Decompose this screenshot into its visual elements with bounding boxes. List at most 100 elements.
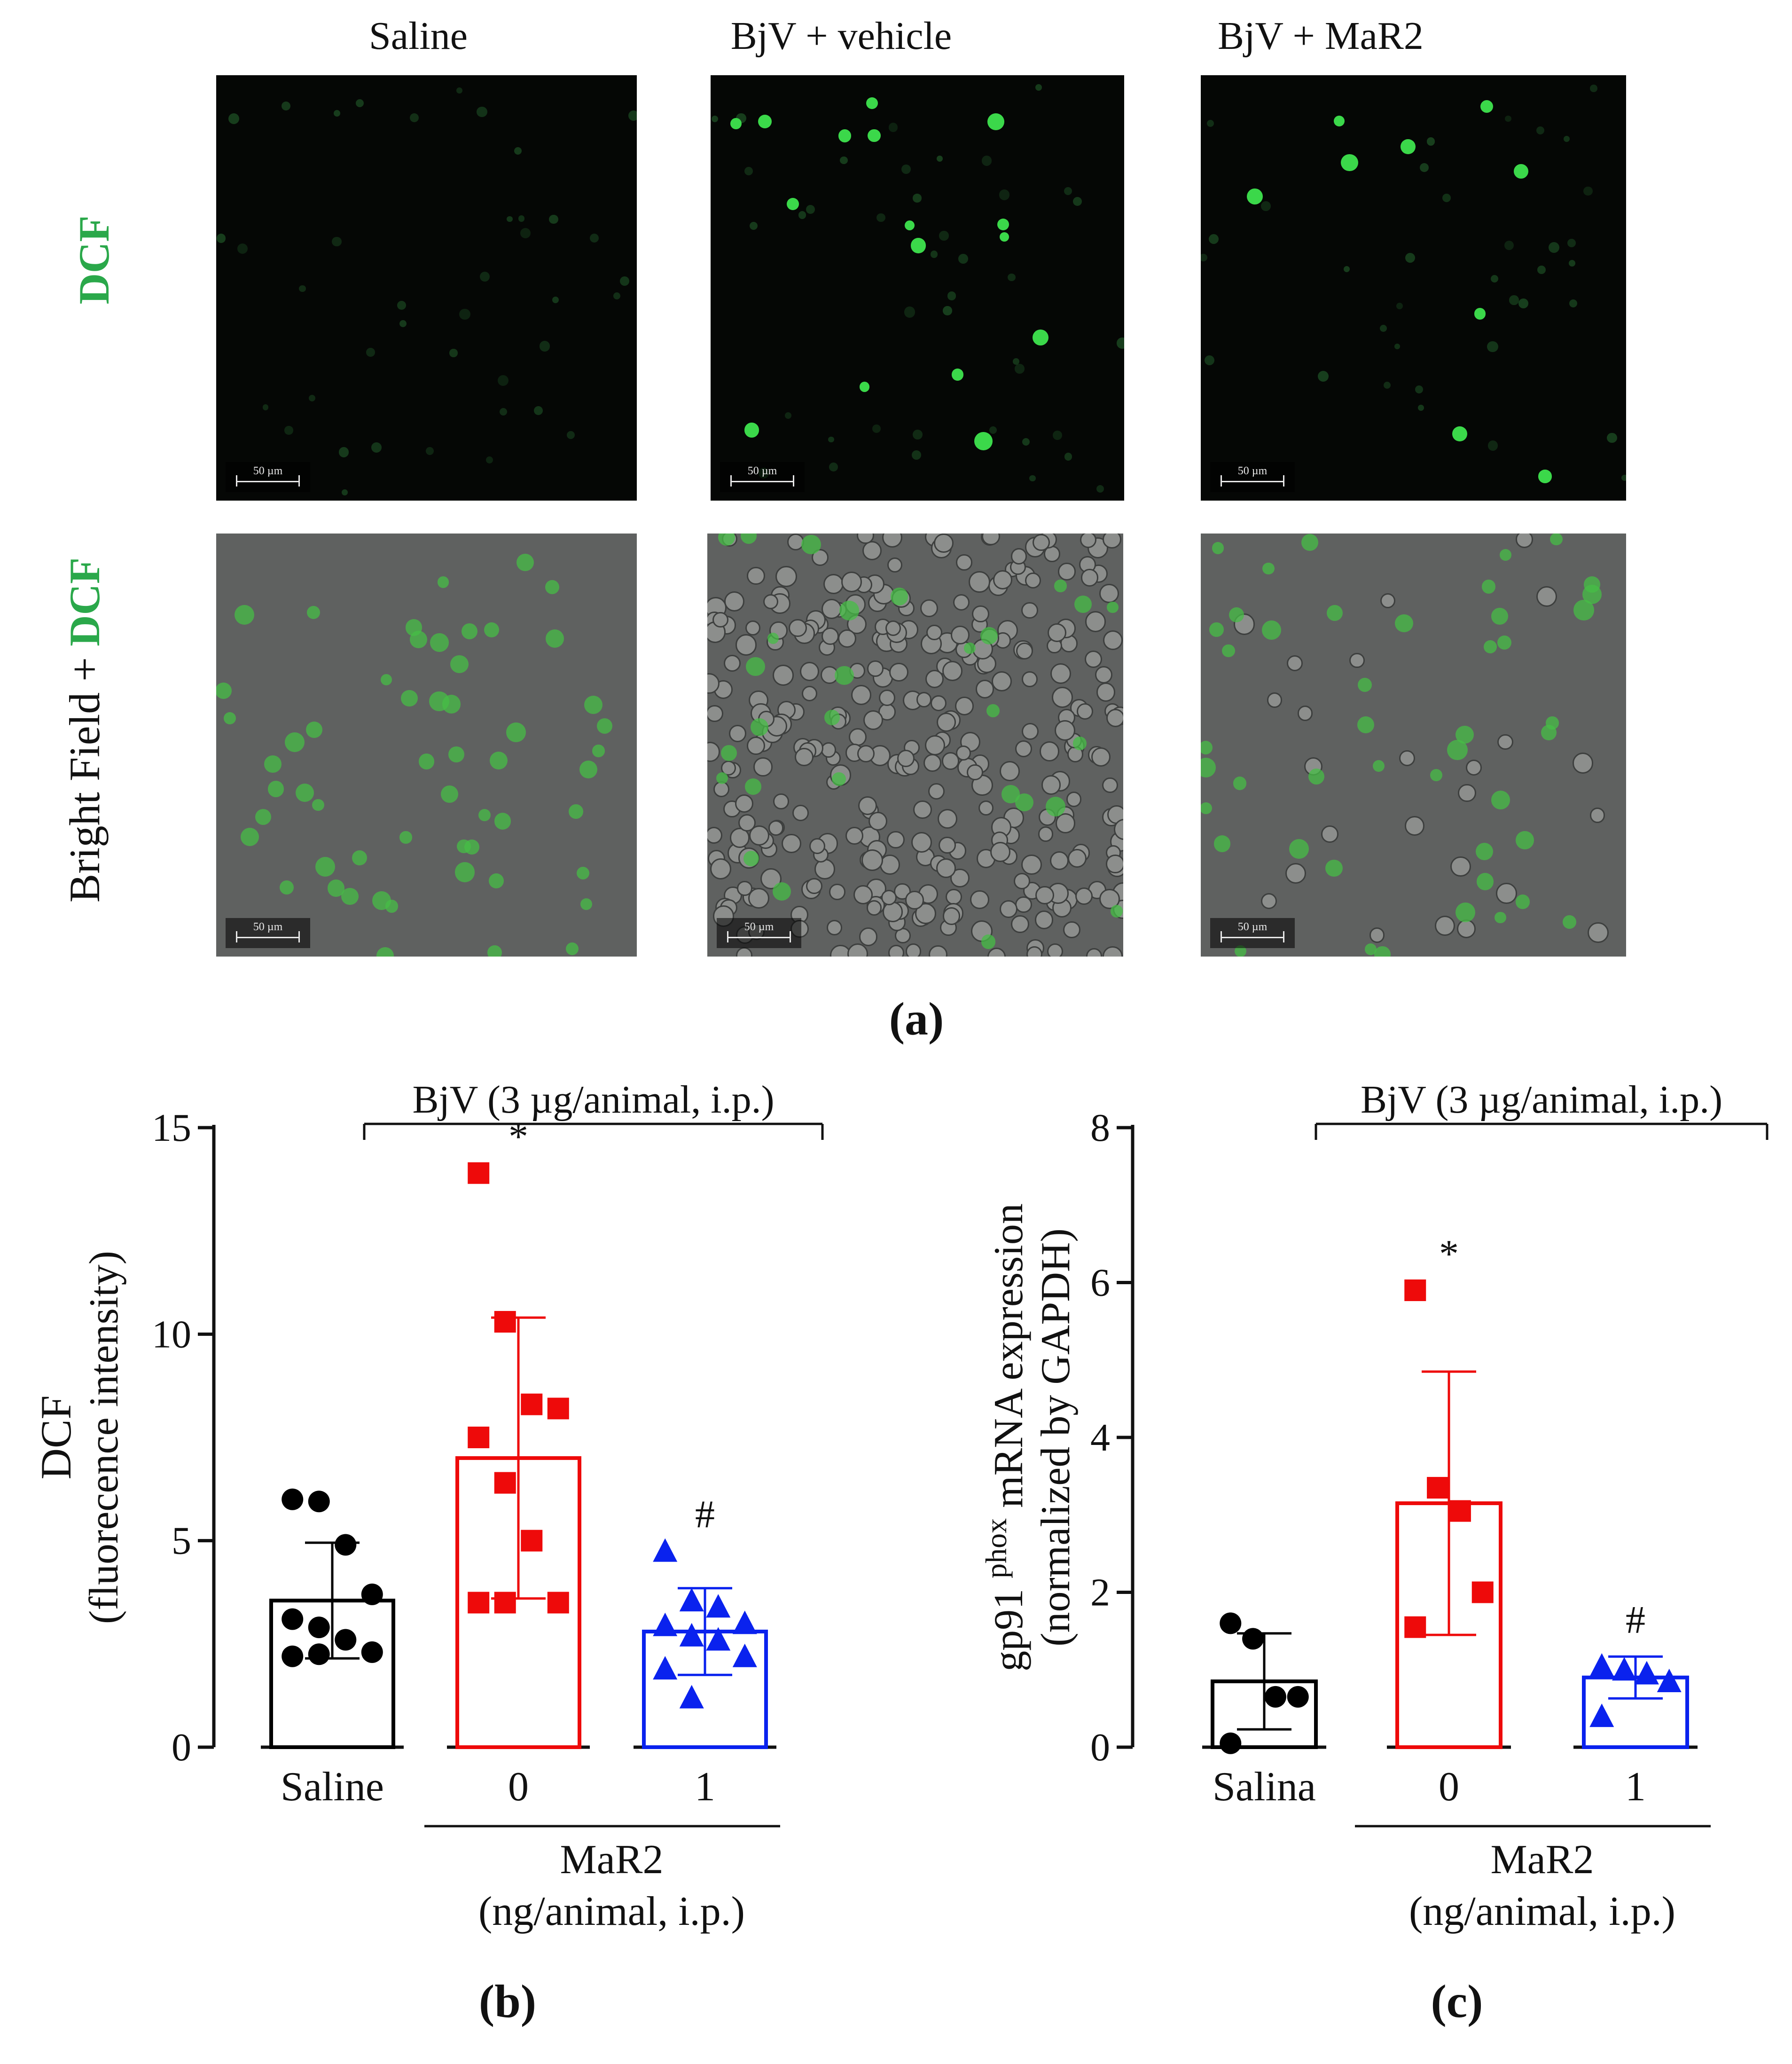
cell: [1011, 915, 1029, 934]
chart-c-xlabel-sub: (ng/animal, i.p.): [1409, 1889, 1675, 1934]
dim-cell: [549, 214, 558, 224]
dim-cell: [1064, 453, 1072, 461]
fluorescent-cell: [721, 745, 737, 761]
fluorescent-cell: [951, 369, 964, 381]
cell: [1103, 630, 1123, 650]
fluorescent-cell: [1516, 831, 1534, 849]
cell: [882, 534, 903, 548]
cell: [1000, 761, 1020, 781]
fluorescent-cell: [484, 622, 500, 637]
dim-cell: [1052, 430, 1063, 440]
cell: [866, 900, 882, 916]
cell: [736, 947, 753, 957]
chart-c-point-2: [1589, 1703, 1614, 1727]
dim-cell: [939, 231, 949, 241]
dim-cell: [1583, 186, 1593, 196]
cell: [1466, 760, 1482, 776]
dim-cell: [1426, 137, 1435, 146]
fluorescent-cell: [751, 718, 769, 737]
fluorescent-cell: [866, 97, 878, 110]
dim-cell: [1569, 260, 1576, 267]
column-title-bjv-mar2: BjV + MaR2: [1218, 14, 1424, 58]
row-label-brightfield-text: Bright Field +: [61, 646, 109, 903]
cell: [1349, 653, 1365, 668]
cell: [1022, 723, 1039, 740]
cell: [1034, 910, 1054, 929]
scale-bar: 50 µm: [226, 462, 310, 492]
cell: [1010, 548, 1027, 565]
fluorescent-cell: [1262, 620, 1281, 640]
scale-bar: 50 µm: [717, 918, 801, 948]
chart-b-point-1: [468, 1162, 490, 1184]
cell: [1041, 775, 1061, 795]
chart-b-point-1: [547, 1397, 569, 1420]
dim-cell: [872, 424, 881, 433]
fluorescent-cell: [859, 381, 870, 392]
cell: [773, 793, 789, 809]
fluorescent-cell: [1213, 835, 1231, 852]
dim-cell: [520, 228, 531, 239]
dim-cell: [1396, 302, 1403, 309]
fluorescent-cell: [596, 718, 612, 734]
fluorescent-cell: [772, 882, 791, 901]
fluorescent-cell: [1015, 793, 1033, 812]
fluorescent-cell: [824, 709, 840, 725]
dim-cell: [613, 292, 621, 300]
fluorescent-cell: [1301, 534, 1319, 551]
cell: [925, 735, 946, 756]
dim-cell: [840, 157, 848, 165]
dim-cell: [628, 110, 637, 121]
cell: [1321, 825, 1338, 843]
fluorescent-cell: [730, 118, 742, 129]
fluorescent-cell: [592, 745, 605, 757]
dim-cell: [1394, 343, 1400, 349]
cell: [1022, 671, 1038, 687]
dim-cell: [534, 406, 543, 416]
dim-cell: [958, 254, 969, 264]
panel-label-a: (a): [889, 993, 944, 1045]
cell: [1102, 777, 1118, 793]
cell: [737, 880, 752, 896]
dim-cell: [744, 167, 753, 175]
cell: [1536, 586, 1557, 607]
dim-cell: [514, 147, 522, 155]
chart-c-point-1: [1449, 1500, 1471, 1522]
cell: [724, 591, 745, 612]
dim-cell: [1380, 325, 1387, 332]
cell: [845, 827, 863, 845]
fluorescent-cell: [545, 580, 559, 595]
fluorescent-cell: [430, 633, 449, 652]
fluorescent-cell: [832, 772, 846, 786]
dim-cell: [371, 442, 382, 453]
fluorescent-cell: [454, 862, 475, 883]
cell: [1095, 666, 1112, 683]
cell: [928, 783, 945, 800]
fluorescent-cell: [341, 887, 359, 905]
chart-c-category-label-0: Salina: [1213, 1764, 1316, 1810]
fluorescent-cell: [1400, 139, 1416, 154]
cell: [858, 796, 877, 816]
dim-cell: [1318, 371, 1329, 382]
fluorescent-cell: [1538, 470, 1552, 483]
chart-b-category-label-1: 0: [508, 1764, 529, 1810]
scale-bar-label: 50 µm: [253, 921, 283, 933]
dim-cell: [366, 348, 375, 357]
fluorescent-cell: [1475, 843, 1494, 861]
chart-c-xlabel: MaR2: [1491, 1837, 1594, 1883]
dim-cell: [552, 296, 559, 304]
fluorescent-cell: [1201, 758, 1216, 778]
micrograph-saline-brightfield: 50 µm: [216, 534, 637, 957]
chart-c-annotation-1: *: [1439, 1232, 1459, 1276]
dim-cell: [1536, 126, 1545, 134]
fluorescent-cell: [1032, 329, 1049, 346]
panel-label-b: (b): [478, 1975, 537, 2027]
dim-cell: [1509, 295, 1519, 305]
dim-cell: [1504, 240, 1514, 250]
fluorescent-cell: [1222, 644, 1235, 657]
cell: [806, 878, 822, 894]
scale-bar-label: 50 µm: [253, 465, 283, 477]
fluorescent-cell: [401, 690, 418, 707]
fluorescent-cell: [868, 129, 881, 142]
fluorescent-cell: [223, 712, 236, 724]
chart-b-point-2: [653, 1612, 678, 1636]
